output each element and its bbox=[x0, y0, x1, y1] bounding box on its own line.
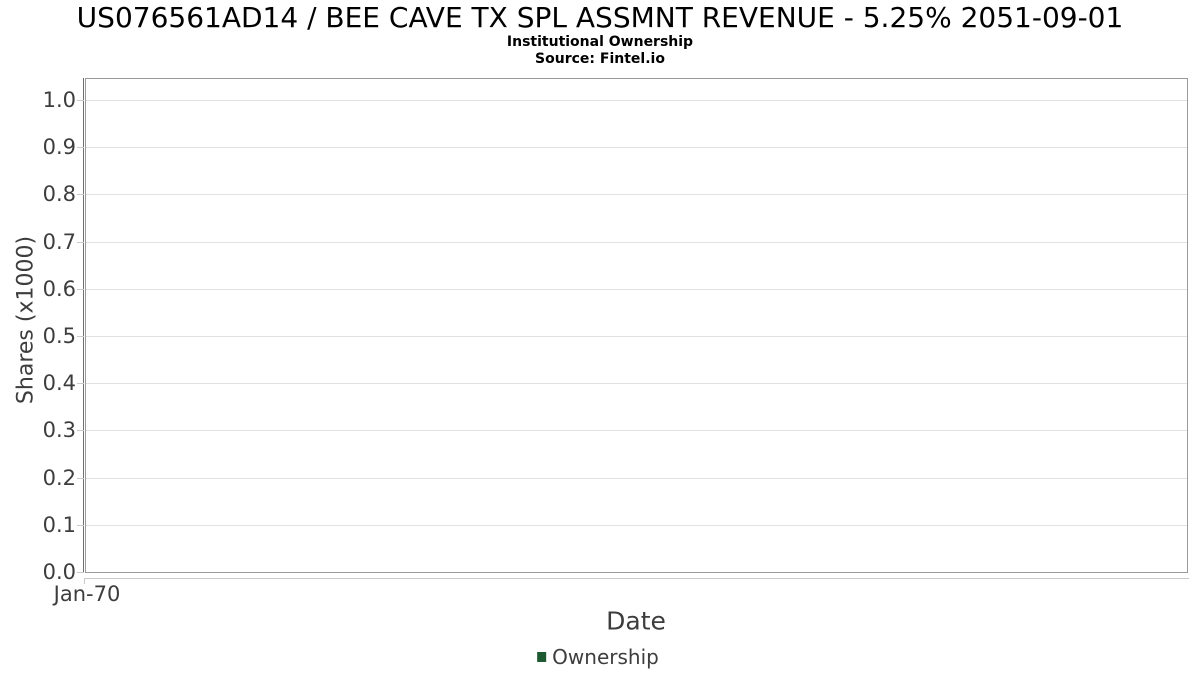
y-tick-label: 0.7 bbox=[42, 230, 76, 254]
legend-label: Ownership bbox=[552, 645, 659, 669]
y-axis-title: Shares (x1000) bbox=[13, 235, 39, 405]
y-tick-label: 1.0 bbox=[42, 88, 76, 112]
y-tick-label: 0.6 bbox=[42, 277, 76, 301]
plot-area bbox=[85, 78, 1188, 573]
y-tick-label: 0.0 bbox=[42, 560, 76, 584]
legend-marker-square-icon bbox=[537, 652, 547, 662]
gridline bbox=[86, 383, 1187, 384]
gridline bbox=[86, 430, 1187, 431]
x-tick-label: Jan-70 bbox=[53, 582, 121, 606]
y-tick-label: 0.5 bbox=[42, 324, 76, 348]
gridline bbox=[86, 336, 1187, 337]
y-tick-mark bbox=[77, 336, 84, 337]
gridline bbox=[86, 194, 1187, 195]
chart-title: US076561AD14 / BEE CAVE TX SPL ASSMNT RE… bbox=[76, 1, 1124, 34]
gridline bbox=[86, 242, 1187, 243]
legend-item-ownership[interactable]: Ownership bbox=[537, 645, 659, 669]
y-tick-mark bbox=[77, 242, 84, 243]
chart-source-label: Source: Fintel.io bbox=[535, 51, 665, 67]
x-axis-title: Date bbox=[606, 606, 666, 636]
y-tick-label: 0.4 bbox=[42, 371, 76, 395]
y-tick-label: 0.1 bbox=[42, 513, 76, 537]
y-tick-mark bbox=[77, 383, 84, 384]
gridline bbox=[86, 289, 1187, 290]
y-tick-mark bbox=[77, 194, 84, 195]
y-tick-mark bbox=[77, 100, 84, 101]
y-tick-mark bbox=[77, 525, 84, 526]
x-axis-tick-mark bbox=[84, 578, 85, 584]
chart-subtitle: Institutional Ownership bbox=[506, 34, 694, 50]
y-tick-label: 0.3 bbox=[42, 418, 76, 442]
legend: Ownership bbox=[537, 645, 659, 669]
y-tick-label: 0.2 bbox=[42, 466, 76, 490]
gridline bbox=[86, 147, 1187, 148]
gridline bbox=[86, 525, 1187, 526]
y-tick-mark bbox=[77, 478, 84, 479]
y-axis-line bbox=[83, 78, 84, 573]
gridline bbox=[86, 478, 1187, 479]
y-tick-label: 0.9 bbox=[42, 135, 76, 159]
y-tick-label: 0.8 bbox=[42, 182, 76, 206]
x-axis-line bbox=[84, 578, 1189, 579]
y-tick-mark bbox=[77, 572, 84, 573]
y-tick-mark bbox=[77, 147, 84, 148]
gridline bbox=[86, 100, 1187, 101]
y-tick-mark bbox=[77, 289, 84, 290]
y-tick-mark bbox=[77, 430, 84, 431]
